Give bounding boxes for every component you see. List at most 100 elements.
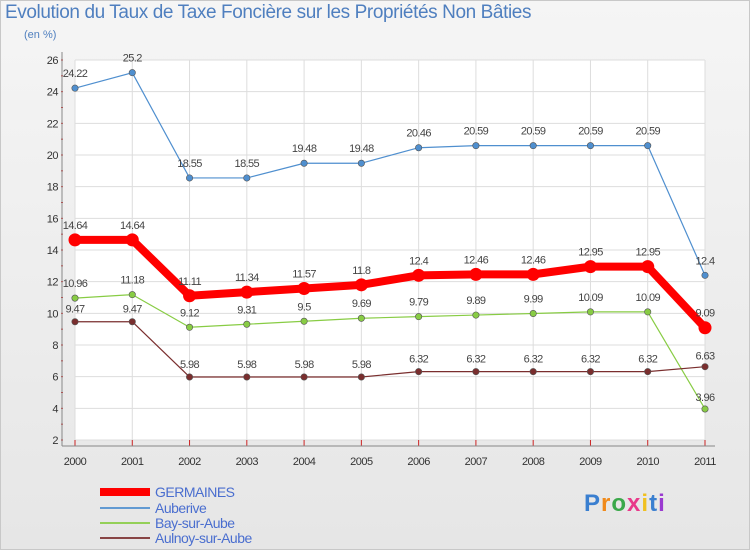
x-tick-label: 2007 <box>465 456 488 468</box>
chart-title: Evolution du Taux de Taxe Foncière sur l… <box>5 2 532 23</box>
data-label: 12.46 <box>521 254 546 266</box>
data-point <box>415 368 423 376</box>
data-point <box>243 373 251 381</box>
data-point <box>128 291 136 299</box>
y-axis-label: (en %) <box>24 29 57 41</box>
y-tick-label: 14 <box>47 245 59 257</box>
data-point <box>240 285 254 299</box>
data-point <box>300 317 308 325</box>
data-point <box>357 314 365 322</box>
data-label: 10.09 <box>578 292 603 304</box>
data-point <box>698 321 712 335</box>
data-point <box>644 308 652 316</box>
data-label: 9.47 <box>65 304 84 316</box>
data-point <box>415 313 423 321</box>
data-point <box>300 159 308 167</box>
data-point <box>415 144 423 152</box>
data-point <box>68 233 82 247</box>
legend-label: Auberive <box>155 500 207 516</box>
data-label: 12.95 <box>578 247 603 259</box>
data-label: 12.46 <box>464 254 489 266</box>
data-label: 5.98 <box>352 359 371 371</box>
logo-letter: o <box>611 490 628 517</box>
data-point <box>186 373 194 381</box>
x-tick-label: 2001 <box>121 456 144 468</box>
y-tick-label: 18 <box>47 182 59 194</box>
data-point <box>529 142 537 150</box>
y-tick-label: 20 <box>47 150 59 162</box>
x-tick-label: 2011 <box>694 456 716 468</box>
data-label: 10.09 <box>635 292 660 304</box>
data-point <box>357 159 365 167</box>
x-tick-label: 2003 <box>236 456 259 468</box>
data-point <box>586 308 594 316</box>
data-point <box>71 294 79 302</box>
data-label: 9.89 <box>466 295 485 307</box>
legend-label: GERMAINES <box>155 484 235 500</box>
y-tick-label: 26 <box>47 55 59 67</box>
y-tick-label: 8 <box>52 340 58 352</box>
data-point <box>300 373 308 381</box>
data-label: 6.32 <box>581 354 600 366</box>
data-point <box>472 311 480 319</box>
data-label: 14.64 <box>63 220 88 232</box>
data-point <box>644 142 652 150</box>
data-point <box>701 405 709 413</box>
data-label: 5.98 <box>295 359 314 371</box>
series-line-bay-sur-aube <box>74 294 706 410</box>
data-label: 10.96 <box>63 278 88 290</box>
data-point <box>469 267 483 281</box>
data-label: 9.31 <box>237 304 256 316</box>
data-point <box>297 281 311 295</box>
data-label: 11.57 <box>292 268 316 280</box>
data-label: 11.11 <box>178 276 201 288</box>
data-label: 6.63 <box>695 351 714 363</box>
y-tick-label: 4 <box>52 403 58 415</box>
data-label: 12.4 <box>695 255 714 267</box>
data-point <box>529 368 537 376</box>
x-tick-label: 2000 <box>64 456 87 468</box>
x-tick-label: 2002 <box>178 456 201 468</box>
data-label: 6.32 <box>524 354 543 366</box>
data-label: 20.59 <box>578 126 603 138</box>
data-label: 11.34 <box>235 272 259 284</box>
series-line-auberive <box>74 72 706 276</box>
y-tick-label: 22 <box>47 118 59 130</box>
x-tick-label: 2005 <box>350 456 373 468</box>
data-label: 5.98 <box>180 359 199 371</box>
data-label: 6.32 <box>638 354 657 366</box>
y-tick-label: 2 <box>52 435 58 447</box>
data-label: 24.22 <box>63 68 88 80</box>
data-point <box>472 142 480 150</box>
y-tick-label: 12 <box>47 277 59 289</box>
logo-letter: P <box>584 490 602 517</box>
data-label: 20.59 <box>521 126 546 138</box>
data-point <box>125 233 139 247</box>
data-label: 18.55 <box>177 158 202 170</box>
data-point <box>71 318 79 326</box>
data-point <box>357 373 365 381</box>
x-tick-label: 2010 <box>636 456 659 468</box>
data-point <box>701 363 709 371</box>
data-label: 9.12 <box>180 307 199 319</box>
logo-letter: x <box>627 490 642 517</box>
data-point <box>644 368 652 376</box>
data-label: 19.48 <box>292 143 317 155</box>
data-label: 3.96 <box>695 392 714 404</box>
data-point <box>243 320 251 328</box>
y-tick-label: 16 <box>47 213 59 225</box>
data-label: 25.2 <box>123 53 142 65</box>
data-label: 11.18 <box>120 275 144 287</box>
data-point <box>128 69 136 77</box>
x-tick-label: 2008 <box>522 456 545 468</box>
data-point <box>472 368 480 376</box>
data-label: 20.46 <box>406 128 431 140</box>
data-point <box>583 260 597 274</box>
y-tick-label: 24 <box>47 87 59 99</box>
x-tick-label: 2006 <box>407 456 430 468</box>
series-line-germaines <box>71 235 709 332</box>
data-point <box>526 267 540 281</box>
data-point <box>183 289 197 303</box>
data-label: 11.8 <box>352 265 371 277</box>
